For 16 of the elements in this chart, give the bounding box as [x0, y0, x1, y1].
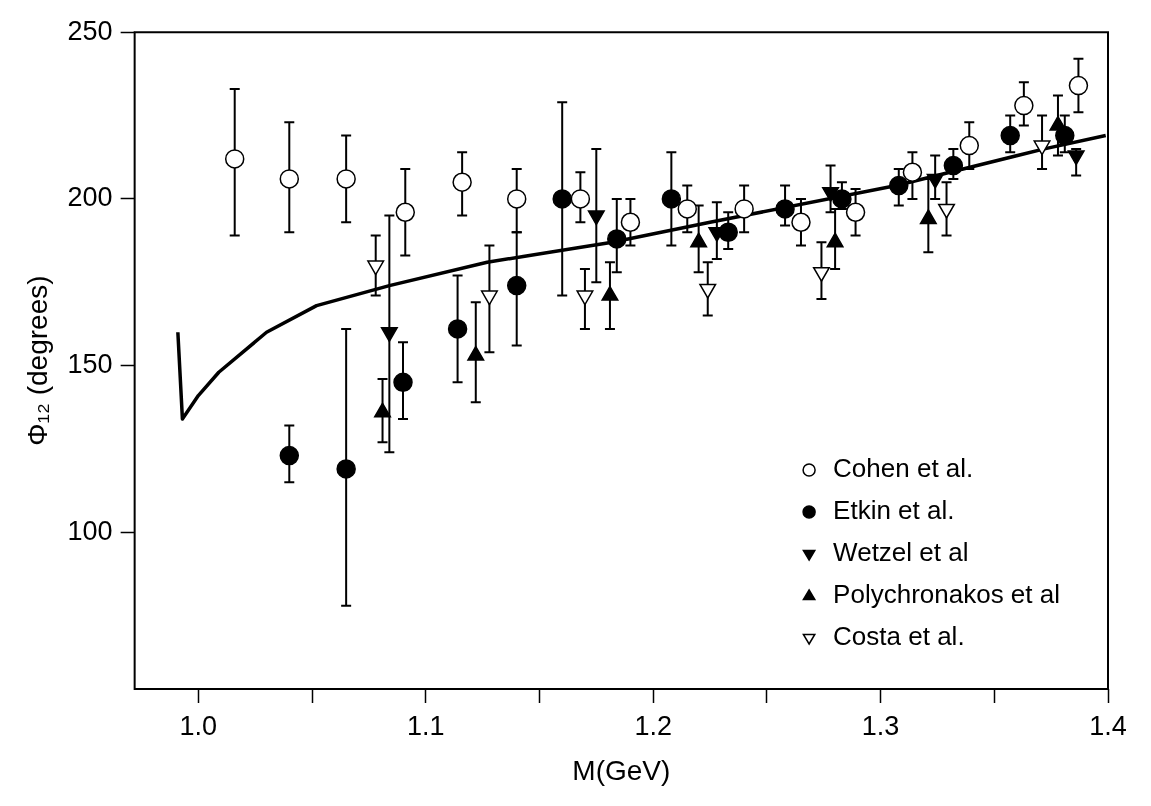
legend-label: Costa et al. [833, 621, 965, 652]
y-tick-label: 200 [67, 182, 113, 213]
legend-label: Polychronakos et al [833, 579, 1060, 610]
x-tick-label: 1.1 [406, 710, 445, 741]
y-tick-label: 250 [67, 15, 113, 46]
legend-label: Etkin et al. [833, 495, 955, 526]
x-tick-label: 1.4 [1089, 710, 1127, 741]
y-tick-label: 100 [67, 515, 113, 546]
x-tick-label: 1.0 [179, 710, 218, 741]
y-tick-label: 150 [67, 349, 113, 380]
legend-label: Wetzel et al [833, 537, 969, 568]
x-axis-title: M(GeV) [572, 754, 671, 786]
legend-label: Cohen et al. [833, 453, 974, 484]
x-tick-label: 1.3 [861, 710, 900, 741]
x-tick-label: 1.2 [634, 710, 672, 741]
y-axis-title: Φ₁₂ (degrees) [21, 275, 53, 446]
